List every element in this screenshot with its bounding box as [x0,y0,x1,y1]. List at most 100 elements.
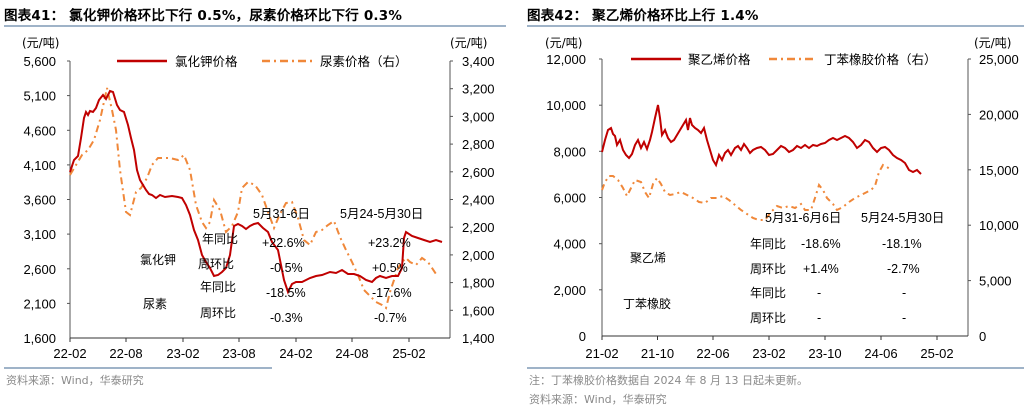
series-potash-line [69,89,443,295]
chart-legend: 氯化钾价格 尿素价格（右） [117,54,408,69]
left-axis-unit: (元/吨) [22,36,59,50]
svg-text:22-02: 22-02 [53,346,86,361]
table-col-header-1: 5月24-5月30日 [861,211,944,225]
svg-text:1,600: 1,600 [23,331,56,346]
right-y-tick-labels: 3,400 3,200 3,000 2,800 2,600 2,400 2,20… [462,54,495,346]
svg-text:23-02: 23-02 [166,346,199,361]
legend-label-polyethylene: 聚乙烯价格 [688,52,751,67]
svg-text:2,000: 2,000 [553,283,586,298]
svg-text:2,800: 2,800 [462,137,495,152]
title-divider [527,25,1024,27]
svg-text:4,000: 4,000 [553,237,586,252]
svg-text:4,600: 4,600 [23,123,56,138]
stats-table: 5月31-6日 5月24-5月30日 氯化钾 尿素 年同比 周环比 年同比 周环… [140,207,423,325]
x-axis [601,335,968,340]
table-cell: -18.1% [882,237,922,251]
table-row-label: 周环比 [750,311,786,325]
source-note: 资料来源：Wind，华泰研究 [529,393,667,406]
svg-text:23-08: 23-08 [222,346,255,361]
svg-text:1,800: 1,800 [462,276,495,291]
svg-text:2,000: 2,000 [462,248,495,263]
table-cell: +22.6% [262,236,305,250]
svg-text:15,000: 15,000 [979,163,1019,178]
svg-text:22-06: 22-06 [696,346,729,361]
svg-text:10,000: 10,000 [546,98,586,113]
svg-text:2,400: 2,400 [462,193,495,208]
table-row-label: 年同比 [202,232,238,246]
source-note: 资料来源：Wind，华泰研究 [6,374,144,387]
svg-text:12,000: 12,000 [546,52,586,67]
svg-text:1,400: 1,400 [462,331,495,346]
legend-label-sbr: 丁苯橡胶价格（右） [824,52,937,67]
svg-text:25-02: 25-02 [392,346,425,361]
series-sbr-line [601,163,892,221]
left-axis-unit: (元/吨) [545,36,582,50]
legend-label-urea: 尿素价格（右） [320,54,408,69]
right-axis-unit: (元/吨) [450,36,487,50]
left-y-tick-labels: 12,000 10,000 8,000 6,000 4,000 2,000 0 [546,52,586,344]
table-cell: +1.4% [803,262,839,276]
table-col-header-0: 5月31-6日 [253,207,310,221]
svg-text:0: 0 [579,329,586,344]
footer-divider [4,367,272,369]
right-axis-unit: (元/吨) [974,36,1011,50]
left-y-axis [67,60,71,338]
table-row-label: 年同比 [750,237,786,251]
table-cell: - [902,286,906,300]
table-row-label: 周环比 [200,306,236,320]
svg-text:3,100: 3,100 [23,227,56,242]
chart-title: 图表42： 聚乙烯价格环比上行 1.4% [527,8,759,24]
svg-text:25-02: 25-02 [920,346,953,361]
right-y-axis [449,60,453,338]
table-cell: - [817,286,821,300]
table-cell: -0.7% [374,311,407,325]
svg-text:24-02: 24-02 [279,346,312,361]
svg-text:10,000: 10,000 [979,218,1019,233]
x-tick-labels: 21-02 21-10 22-06 23-02 23-10 24-06 25-0… [585,346,953,361]
table-cell: - [902,311,906,325]
line-chart-potash-urea: (元/吨) (元/吨) 5,600 5,100 4,600 4,100 3,60… [22,36,495,361]
table-cell: - [817,311,821,325]
svg-text:2,200: 2,200 [462,220,495,235]
svg-text:0: 0 [979,329,986,344]
x-axis [69,337,450,342]
footer-divider [527,367,1024,369]
svg-text:4,100: 4,100 [23,158,56,173]
svg-text:24-08: 24-08 [335,346,368,361]
table-group-label: 尿素 [143,297,167,311]
svg-text:3,200: 3,200 [462,82,495,97]
table-cell: -17.6% [372,286,412,300]
table-cell: -18.5% [266,286,306,300]
x-tick-labels: 22-02 22-08 23-02 23-08 24-02 24-08 25-0… [53,346,425,361]
table-row-label: 周环比 [198,257,234,271]
svg-text:2,600: 2,600 [23,262,56,277]
stats-table: 5月31-6月6日 5月24-5月30日 聚乙烯 丁苯橡胶 年同比 周环比 年同… [623,211,944,325]
table-cell: -0.5% [270,261,303,275]
svg-text:21-10: 21-10 [641,346,674,361]
left-y-axis [599,58,603,336]
chart-panel-polyethylene-sbr: 图表42： 聚乙烯价格环比上行 1.4% (元/吨) (元/吨) 12,000 … [515,0,1031,406]
left-y-tick-labels: 5,600 5,100 4,600 4,100 3,600 3,100 2,60… [23,54,56,346]
table-group-label: 丁苯橡胶 [623,296,671,311]
svg-text:3,600: 3,600 [23,193,56,208]
chart-title: 图表41： 氯化钾价格环比下行 0.5%，尿素价格环比下行 0.3% [4,8,403,24]
line-chart-polyethylene-sbr: (元/吨) (元/吨) 12,000 10,000 8,000 6,000 4,… [545,36,1019,361]
series-pe-line [601,104,922,175]
svg-text:5,600: 5,600 [23,54,56,69]
table-cell: +23.2% [368,236,411,250]
svg-text:21-02: 21-02 [585,346,618,361]
svg-text:5,000: 5,000 [979,274,1012,289]
series-urea-line [69,87,437,310]
table-col-header-0: 5月31-6月6日 [765,211,841,225]
svg-text:20,000: 20,000 [979,107,1019,122]
svg-text:3,400: 3,400 [462,54,495,69]
svg-text:22-08: 22-08 [109,346,142,361]
table-cell: -18.6% [801,237,841,251]
svg-text:25,000: 25,000 [979,52,1019,67]
table-group-label: 氯化钾 [140,253,176,267]
chart-legend: 聚乙烯价格 丁苯橡胶价格（右） [631,52,937,67]
svg-text:8,000: 8,000 [553,144,586,159]
svg-text:24-06: 24-06 [864,346,897,361]
table-group-label: 聚乙烯 [630,251,666,265]
table-row-label: 年同比 [200,280,236,294]
